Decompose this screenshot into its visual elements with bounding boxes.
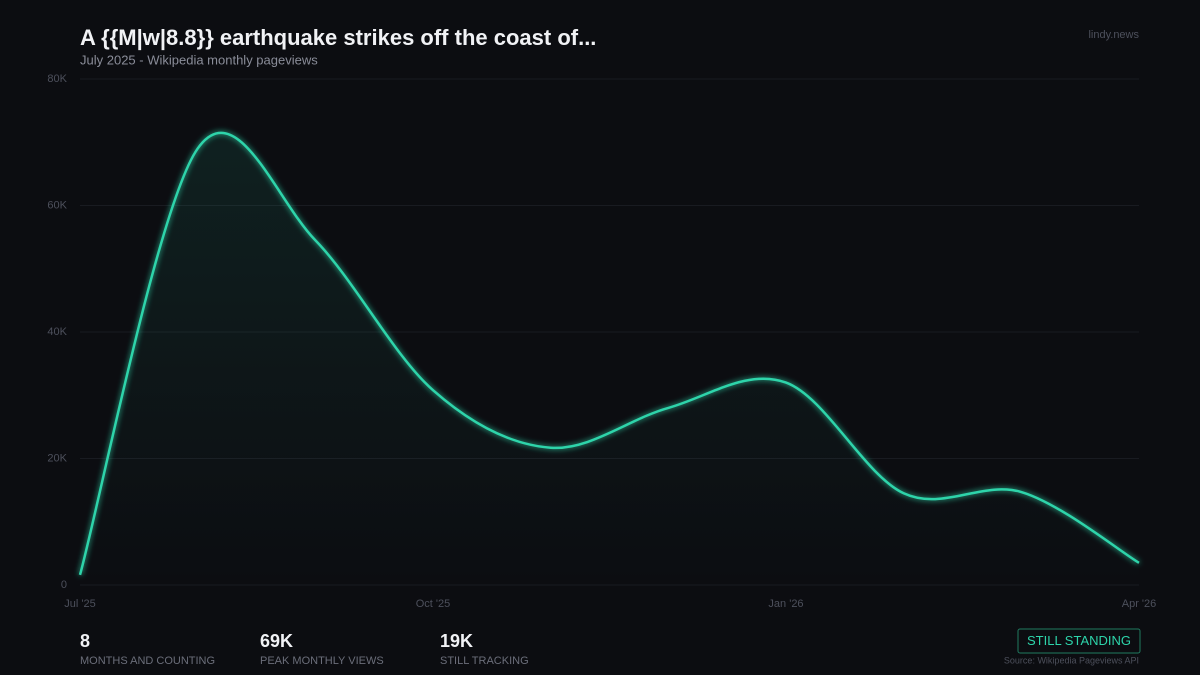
brand: lindy.news	[1088, 29, 1139, 41]
x-tick-label: Jul '25	[64, 598, 95, 610]
source: Source: Wikipedia Pageviews API	[1004, 655, 1139, 665]
stat-label: MONTHS AND COUNTING	[80, 655, 215, 667]
badge-box	[1017, 628, 1141, 654]
y-tick-label: 60K	[47, 199, 67, 211]
stat-label: STILL TRACKING	[440, 655, 529, 667]
x-tick-label: Apr '26	[1122, 598, 1157, 610]
badge: STILL STANDING	[1027, 633, 1131, 648]
chart-subtitle: July 2025 - Wikipedia monthly pageviews	[80, 52, 318, 67]
stat-value: 8	[80, 631, 90, 651]
stat-value: 69K	[260, 631, 293, 651]
plot: 0 20K 40K 60K 80K Jul '25 Oct '25 Jan '26 Apr '2…	[47, 73, 1156, 610]
stat-value: 19K	[440, 631, 473, 651]
x-tick-label: Jan '26	[768, 598, 803, 610]
stats: 8 MONTHS AND COUNTING 69K PEAK MONTHLY VIEW…	[80, 631, 529, 667]
stat-label: PEAK MONTHLY VIEWS	[260, 655, 384, 667]
y-tick-label: 40K	[47, 326, 67, 338]
chart-title: A {{M|w|8.8}} earthquake strikes off the…	[80, 25, 596, 50]
x-tick-label: Oct '25	[416, 598, 451, 610]
y-tick-label: 0	[61, 579, 67, 591]
line	[78, 131, 1140, 576]
y-tick-label: 80K	[47, 73, 67, 85]
y-tick-label: 20K	[47, 452, 67, 464]
